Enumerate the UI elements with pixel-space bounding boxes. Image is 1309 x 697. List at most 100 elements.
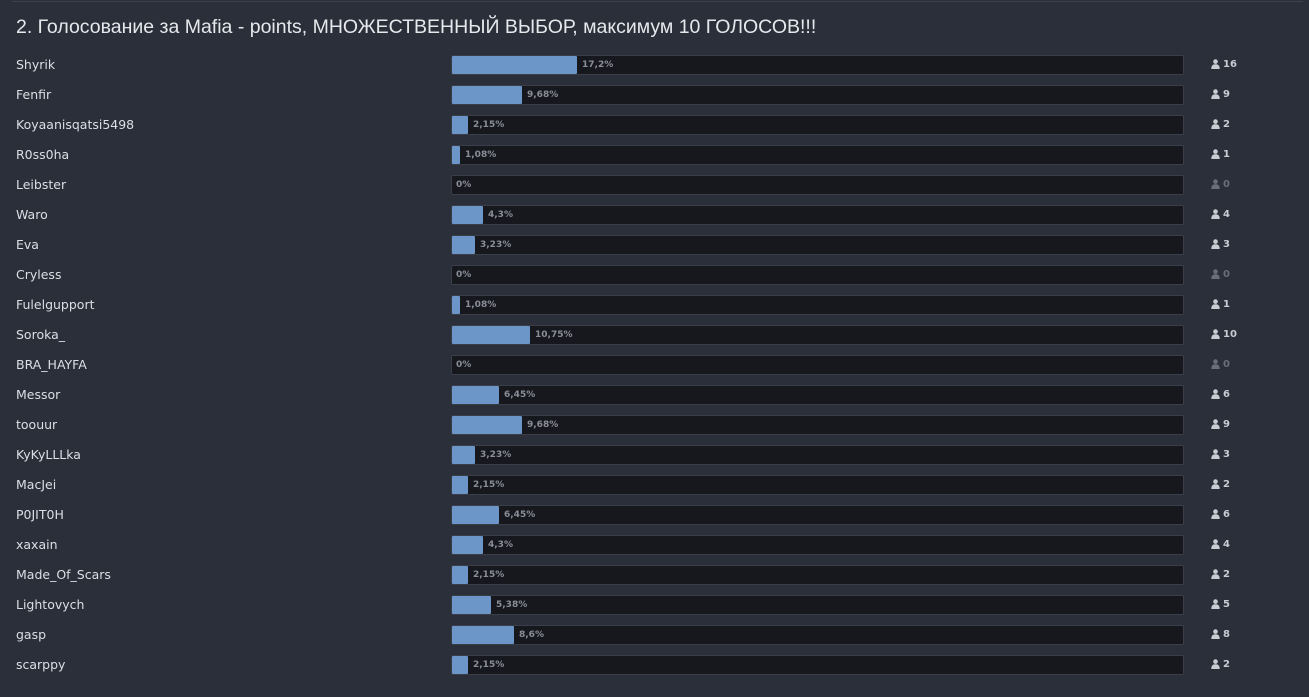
option-label: Waro [16, 207, 48, 222]
result-bar: 0% [451, 175, 1184, 195]
result-bar-fill [452, 416, 522, 434]
option-label: Made_Of_Scars [16, 567, 111, 582]
poll-option-row: Leibster 0% 0 [0, 170, 1309, 200]
user-icon [1211, 659, 1220, 669]
poll-option-row: xaxain 4,3% 4 [0, 530, 1309, 560]
result-percent: 0% [456, 180, 472, 190]
vote-count-value: 2 [1223, 658, 1230, 670]
vote-count-value: 9 [1223, 88, 1230, 100]
poll-option-row: scarppy 2,15% 2 [0, 650, 1309, 680]
result-bar-fill [452, 566, 468, 584]
result-bar-fill [452, 206, 483, 224]
vote-count: 0 [1211, 267, 1230, 281]
user-icon [1211, 209, 1220, 219]
poll-option-row: KyKyLLLka 3,23% 3 [0, 440, 1309, 470]
result-percent: 3,23% [480, 240, 512, 250]
result-percent: 6,45% [504, 510, 536, 520]
result-bar-fill [452, 236, 475, 254]
user-icon [1211, 599, 1220, 609]
result-bar: 6,45% [451, 505, 1184, 525]
user-icon [1211, 149, 1220, 159]
option-label: R0ss0ha [16, 147, 70, 162]
poll-option-row: Koyaanisqatsi5498 2,15% 2 [0, 110, 1309, 140]
result-percent: 17,2% [582, 60, 614, 70]
user-icon [1211, 629, 1220, 639]
result-percent: 6,45% [504, 390, 536, 400]
vote-count-value: 1 [1223, 298, 1230, 310]
result-bar-fill [452, 386, 499, 404]
option-label: Koyaanisqatsi5498 [16, 117, 135, 132]
vote-count: 2 [1211, 477, 1230, 491]
result-bar-fill [452, 626, 514, 644]
vote-count-value: 8 [1223, 628, 1230, 640]
vote-count: 9 [1211, 417, 1230, 431]
result-percent: 0% [456, 270, 472, 280]
user-icon [1211, 59, 1220, 69]
result-percent: 5,38% [496, 600, 528, 610]
poll-option-row: Soroka_ 10,75% 10 [0, 320, 1309, 350]
result-bar-fill [452, 506, 499, 524]
user-icon [1211, 479, 1220, 489]
result-percent: 4,3% [488, 210, 513, 220]
result-bar: 0% [451, 355, 1184, 375]
user-icon [1211, 269, 1220, 279]
poll-option-row: BRA_HAYFA 0% 0 [0, 350, 1309, 380]
poll-option-row: Made_Of_Scars 2,15% 2 [0, 560, 1309, 590]
vote-count: 5 [1211, 597, 1230, 611]
poll-option-row: Waro 4,3% 4 [0, 200, 1309, 230]
result-percent: 9,68% [527, 90, 559, 100]
user-icon [1211, 89, 1220, 99]
poll-option-row: Fulelgupport 1,08% 1 [0, 290, 1309, 320]
option-label: BRA_HAYFA [16, 357, 87, 372]
result-bar: 2,15% [451, 565, 1184, 585]
user-icon [1211, 239, 1220, 249]
user-icon [1211, 569, 1220, 579]
result-bar-fill [452, 296, 460, 314]
result-bar-fill [452, 536, 483, 554]
result-percent: 1,08% [465, 150, 497, 160]
result-bar-fill [452, 146, 460, 164]
vote-count-value: 6 [1223, 388, 1230, 400]
result-percent: 8,6% [519, 630, 544, 640]
option-label: Fenfir [16, 87, 52, 102]
vote-count-value: 3 [1223, 238, 1230, 250]
option-label: Lightovych [16, 597, 85, 612]
poll-option-row: MacJei 2,15% 2 [0, 470, 1309, 500]
result-bar-fill [452, 56, 577, 74]
vote-count: 2 [1211, 117, 1230, 131]
poll-option-row: P0JIT0H 6,45% 6 [0, 500, 1309, 530]
result-bar: 9,68% [451, 415, 1184, 435]
option-label: P0JIT0H [16, 507, 64, 522]
poll-option-row: Fenfir 9,68% 9 [0, 80, 1309, 110]
vote-count: 6 [1211, 387, 1230, 401]
poll-option-row: Eva 3,23% 3 [0, 230, 1309, 260]
result-bar-fill [452, 446, 475, 464]
poll-option-row: Messor 6,45% 6 [0, 380, 1309, 410]
poll-option-row: Lightovych 5,38% 5 [0, 590, 1309, 620]
result-bar: 5,38% [451, 595, 1184, 615]
result-percent: 0% [456, 360, 472, 370]
vote-count-value: 3 [1223, 448, 1230, 460]
vote-count-value: 2 [1223, 568, 1230, 580]
user-icon [1211, 119, 1220, 129]
vote-count: 10 [1211, 327, 1237, 341]
vote-count-value: 1 [1223, 148, 1230, 160]
result-bar: 8,6% [451, 625, 1184, 645]
result-bar-fill [452, 656, 468, 674]
result-bar: 0% [451, 265, 1184, 285]
option-label: Cryless [16, 267, 62, 282]
result-bar: 17,2% [451, 55, 1184, 75]
option-label: MacJei [16, 477, 57, 492]
option-label: scarppy [16, 657, 66, 672]
vote-count: 4 [1211, 207, 1230, 221]
result-bar: 3,23% [451, 235, 1184, 255]
vote-count: 2 [1211, 567, 1230, 581]
user-icon [1211, 329, 1220, 339]
result-percent: 2,15% [473, 120, 505, 130]
result-percent: 2,15% [473, 660, 505, 670]
vote-count-value: 0 [1223, 268, 1230, 280]
result-bar-fill [452, 326, 530, 344]
option-label: Eva [16, 237, 39, 252]
result-percent: 10,75% [535, 330, 573, 340]
